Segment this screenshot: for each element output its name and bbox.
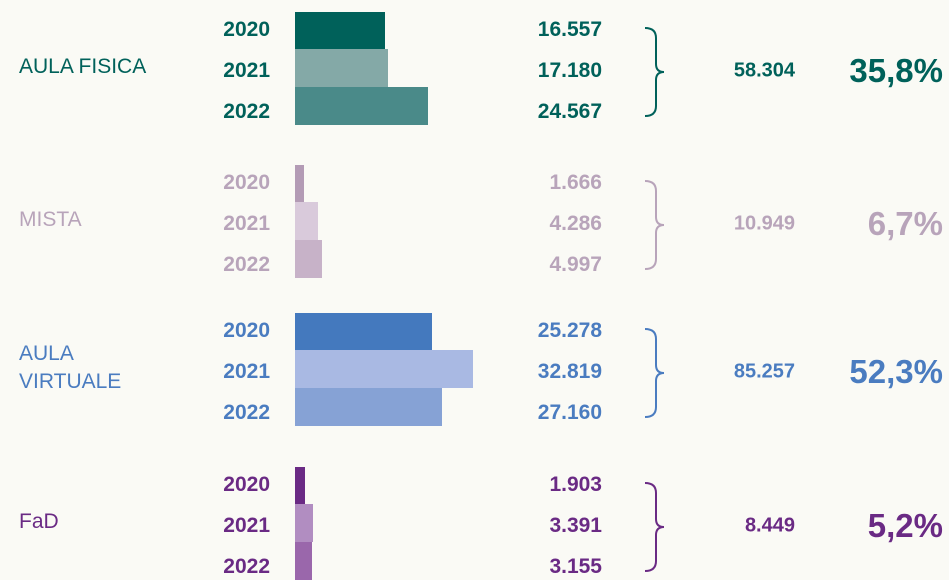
share-label: 52,3% — [849, 353, 943, 390]
brace — [644, 27, 665, 117]
share-label: 35,8% — [849, 52, 943, 89]
bar — [295, 86, 429, 125]
year-label: 2020 — [223, 171, 270, 194]
bar — [295, 165, 305, 203]
year-label: 2021 — [223, 514, 270, 537]
year-label: 2022 — [223, 253, 270, 276]
value-label: 32.819 — [537, 360, 602, 383]
total-label: 8.449 — [744, 514, 795, 537]
year-label: 2021 — [223, 59, 270, 82]
bar — [295, 350, 473, 389]
value-label: 16.557 — [537, 18, 602, 41]
value-label: 1.903 — [549, 473, 602, 496]
year-label: 2020 — [223, 319, 270, 342]
year-label: 2021 — [223, 212, 270, 235]
value-label: 4.997 — [549, 253, 602, 276]
bar — [295, 12, 385, 50]
value-label: 3.155 — [549, 555, 602, 578]
brace — [644, 482, 665, 572]
brace — [644, 328, 665, 418]
bar — [295, 387, 443, 426]
total-label: 85.257 — [733, 360, 795, 383]
group-label: MISTA — [19, 208, 82, 231]
total-label: 58.304 — [733, 59, 795, 82]
brace — [644, 180, 665, 270]
bar — [295, 504, 314, 543]
bar — [295, 202, 319, 241]
group-label: FaD — [19, 510, 59, 533]
year-label: 2020 — [223, 473, 270, 496]
value-label: 3.391 — [549, 514, 602, 537]
value-label: 25.278 — [537, 319, 602, 342]
year-label: 2022 — [223, 100, 270, 123]
year-label: 2022 — [223, 401, 270, 424]
bar — [295, 541, 313, 580]
group-label: AULA VIRTUALE — [19, 342, 122, 393]
value-label: 24.567 — [537, 100, 602, 123]
group-label: AULA FISICA — [19, 55, 147, 78]
year-label: 2020 — [223, 18, 270, 41]
bar — [295, 313, 433, 351]
total-label: 10.949 — [733, 212, 795, 235]
bar — [295, 239, 323, 278]
value-label: 1.666 — [549, 171, 602, 194]
bar — [295, 49, 389, 88]
value-label: 17.180 — [537, 59, 602, 82]
share-label: 6,7% — [867, 205, 943, 242]
share-label: 5,2% — [867, 507, 943, 544]
year-label: 2022 — [223, 555, 270, 578]
bar — [295, 467, 306, 505]
value-label: 4.286 — [549, 212, 602, 235]
value-label: 27.160 — [537, 401, 602, 424]
year-label: 2021 — [223, 360, 270, 383]
